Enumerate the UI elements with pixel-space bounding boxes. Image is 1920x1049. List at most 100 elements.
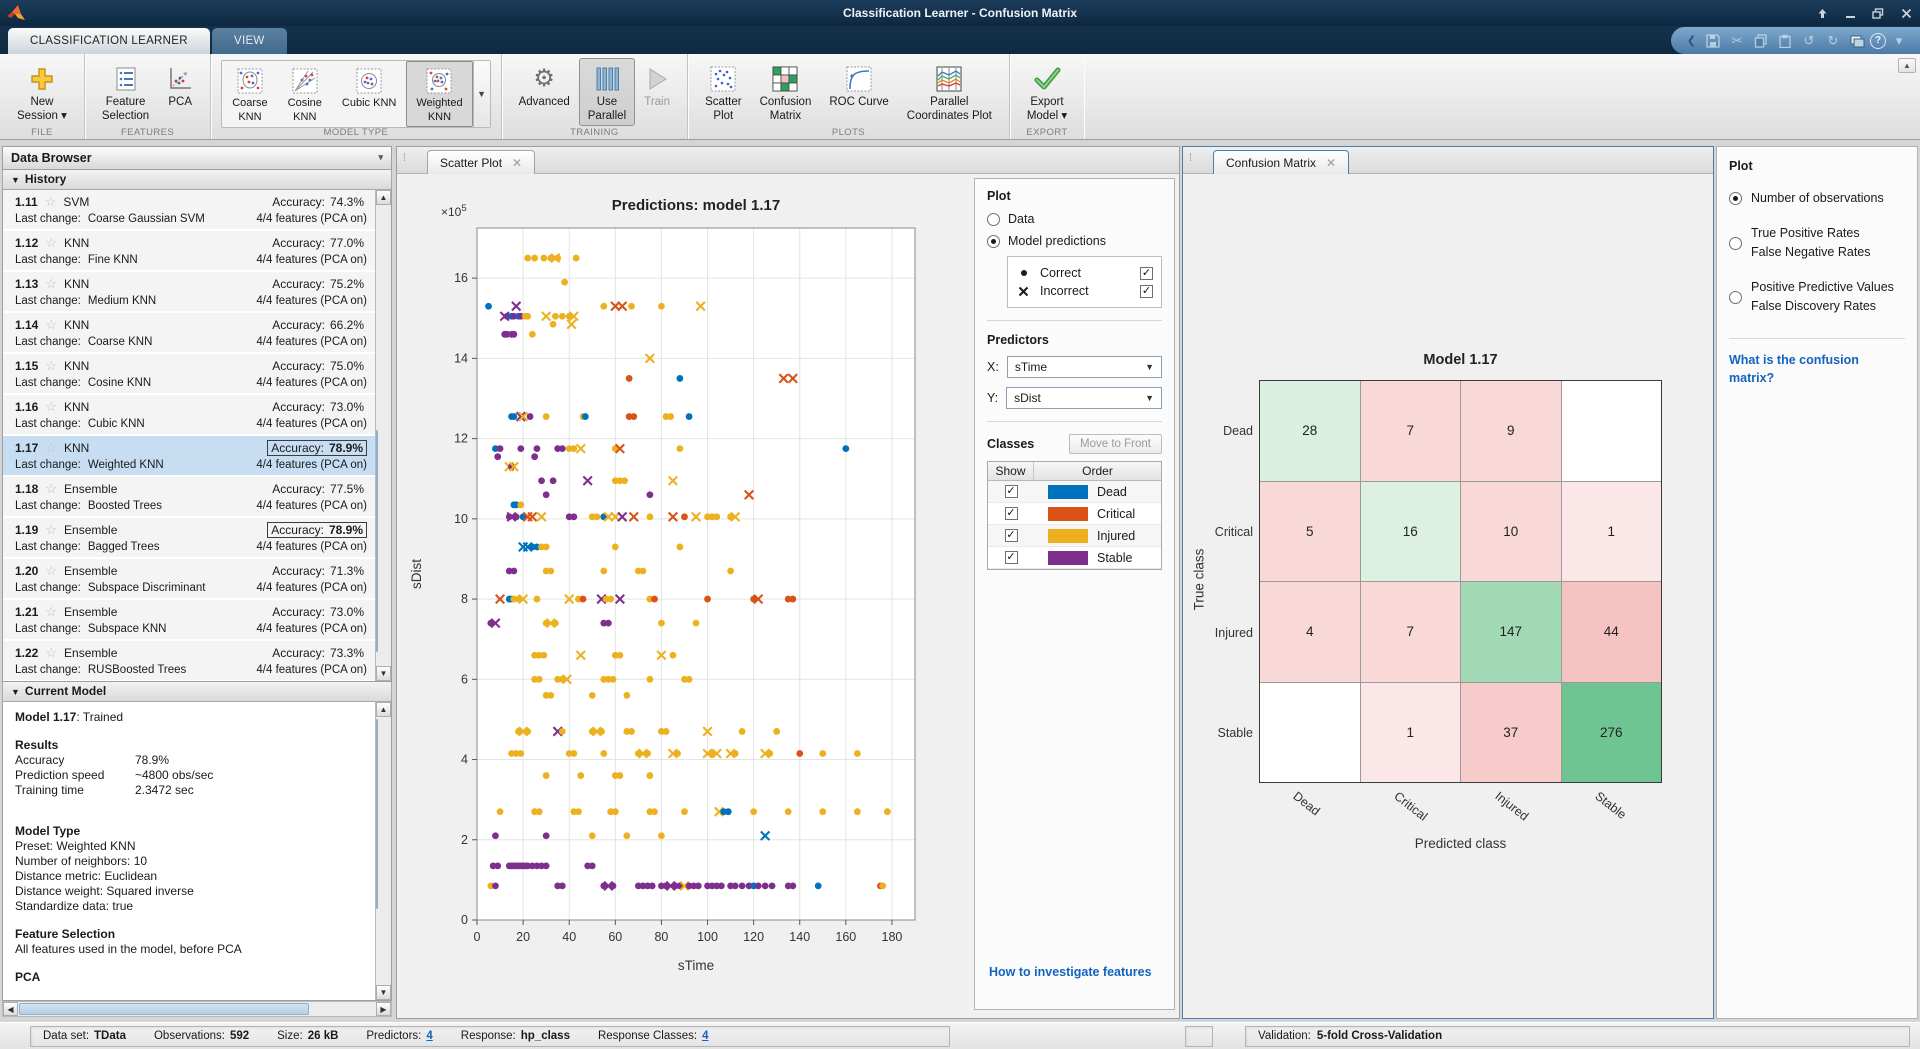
radio-icon[interactable]	[1729, 236, 1742, 250]
favorite-star-icon[interactable]: ☆	[45, 604, 58, 619]
current-model-hscrollbar[interactable]: ◀ ▶	[2, 1001, 392, 1017]
class-row-stable[interactable]: ✓ Stable	[988, 547, 1161, 569]
window-minimize-button[interactable]	[1840, 4, 1860, 22]
radio-icon[interactable]	[1729, 290, 1742, 304]
history-scroll-thumb[interactable]	[376, 430, 378, 652]
history-item-1.17[interactable]: 1.17 ☆ KNN Accuracy: 78.9% Last change: Weight…	[3, 436, 375, 477]
history-item-1.18[interactable]: 1.18 ☆ Ensemble Accuracy: 77.5% Last change: B…	[3, 477, 375, 518]
copy-icon[interactable]	[1750, 30, 1772, 52]
radio-model-predictions[interactable]: Model predictions	[987, 234, 1162, 248]
radio-icon[interactable]	[987, 212, 1000, 226]
class-row-dead[interactable]: ✓ Dead	[988, 481, 1161, 503]
save-icon[interactable]	[1702, 30, 1724, 52]
scroll-right-icon[interactable]: ▶	[376, 1002, 391, 1016]
history-item-1.19[interactable]: 1.19 ☆ Ensemble Accuracy: 78.9% Last change: B…	[3, 518, 375, 559]
history-item-1.11[interactable]: 1.11 ☆ SVM Accuracy: 74.3% Last change: Coarse…	[3, 190, 375, 231]
history-item-1.15[interactable]: 1.15 ☆ KNN Accuracy: 75.0% Last change: Cosine…	[3, 354, 375, 395]
model-type-gallery-dropdown-icon[interactable]: ▼	[472, 61, 490, 127]
favorite-star-icon[interactable]: ☆	[45, 522, 58, 537]
current-model-scrollbar[interactable]: ▲ ▼	[375, 702, 391, 1000]
tab-confusion-matrix[interactable]: Confusion Matrix ✕	[1213, 150, 1350, 174]
show-class-checkbox[interactable]: ✓	[1004, 551, 1018, 564]
panel-menu-icon[interactable]: ▾	[378, 152, 383, 162]
ribbon-collapse-icon[interactable]: ▲	[1898, 58, 1916, 73]
roc-curve-button[interactable]: ROC Curve	[820, 58, 897, 113]
confusion-matrix-button[interactable]: Confusion Matrix	[751, 58, 821, 126]
y-predictor-select[interactable]: sDist ▼	[1006, 387, 1162, 409]
use-parallel-button[interactable]: Use Parallel	[578, 58, 636, 126]
feature-selection-button[interactable]: Feature Selection	[93, 58, 158, 126]
coarse-knn-button[interactable]: Coarse KNN	[222, 61, 277, 127]
show-class-checkbox[interactable]: ✓	[1004, 485, 1018, 498]
how-to-investigate-features-link[interactable]: How to investigate features	[989, 965, 1152, 979]
export-model-button[interactable]: Export Model ▾	[1018, 58, 1076, 126]
layout-windows-icon[interactable]	[1846, 30, 1868, 52]
history-item-1.12[interactable]: 1.12 ☆ KNN Accuracy: 77.0% Last change: Fine K…	[3, 231, 375, 272]
correct-checkbox[interactable]: ✓	[1140, 266, 1153, 280]
move-to-front-button[interactable]: Move to Front	[1069, 434, 1162, 454]
radio-icon[interactable]	[987, 234, 1000, 248]
cubic-knn-button[interactable]: Cubic KNN	[332, 61, 406, 127]
history-item-1.14[interactable]: 1.14 ☆ KNN Accuracy: 66.2% Last change: Coarse…	[3, 313, 375, 354]
scroll-up-icon[interactable]: ▲	[376, 702, 391, 717]
tab-grip-icon[interactable]: ⁞	[1189, 152, 1192, 164]
favorite-star-icon[interactable]: ☆	[45, 440, 58, 455]
new-session-button[interactable]: New Session ▾	[8, 58, 76, 126]
tab-grip-icon[interactable]: ⁞	[403, 152, 406, 164]
favorite-star-icon[interactable]: ☆	[45, 317, 58, 332]
scatter-plot-button[interactable]: Scatter Plot	[696, 58, 750, 126]
favorite-star-icon[interactable]: ☆	[45, 358, 58, 373]
hscroll-thumb[interactable]	[19, 1003, 309, 1015]
radio-data[interactable]: Data	[987, 212, 1162, 226]
scroll-down-icon[interactable]: ▼	[376, 985, 391, 1000]
tab-scatter-plot[interactable]: Scatter Plot ✕	[427, 150, 536, 174]
tab-classification-learner[interactable]: CLASSIFICATION LEARNER	[8, 28, 210, 54]
current-model-scroll-thumb[interactable]	[376, 719, 378, 909]
window-close-button[interactable]	[1896, 4, 1916, 22]
cm-option-2[interactable]: Positive Predictive Values False Discover…	[1729, 278, 1905, 316]
x-predictor-select[interactable]: sTime ▼	[1006, 356, 1162, 378]
scroll-left-icon[interactable]: ◀	[3, 1002, 18, 1016]
cosine-knn-button[interactable]: Cosine KNN	[278, 61, 332, 127]
history-item-1.22[interactable]: 1.22 ☆ Ensemble Accuracy: 73.3% Last change: R…	[3, 641, 375, 681]
favorite-star-icon[interactable]: ☆	[45, 481, 58, 496]
paste-icon[interactable]	[1774, 30, 1796, 52]
advanced-button[interactable]: ⚙ Advanced	[510, 58, 579, 113]
close-icon[interactable]: ✕	[512, 155, 523, 170]
class-row-injured[interactable]: ✓ Injured	[988, 525, 1161, 547]
quick-access-dropdown-icon[interactable]: ▾	[1895, 32, 1903, 48]
pca-button[interactable]: PCA	[158, 58, 202, 113]
history-scrollbar[interactable]: ▲ ▼	[375, 190, 391, 681]
scroll-down-icon[interactable]: ▼	[376, 666, 391, 681]
history-section-header[interactable]: ▼ History	[2, 170, 392, 190]
redo-icon[interactable]: ↻	[1827, 32, 1839, 48]
favorite-star-icon[interactable]: ☆	[45, 399, 58, 414]
status-link[interactable]: 4	[702, 1030, 709, 1042]
close-icon[interactable]: ✕	[1326, 155, 1337, 170]
favorite-star-icon[interactable]: ☆	[45, 276, 58, 291]
window-up-button[interactable]	[1812, 4, 1832, 22]
history-item-1.20[interactable]: 1.20 ☆ Ensemble Accuracy: 71.3% Last change: S…	[3, 559, 375, 600]
history-item-1.13[interactable]: 1.13 ☆ KNN Accuracy: 75.2% Last change: Medium…	[3, 272, 375, 313]
undo-icon[interactable]: ↺	[1803, 32, 1815, 48]
cm-option-0[interactable]: Number of observations	[1729, 189, 1905, 208]
show-class-checkbox[interactable]: ✓	[1004, 529, 1018, 542]
weighted-knn-button[interactable]: Weighted KNN	[406, 61, 473, 127]
favorite-star-icon[interactable]: ☆	[45, 563, 58, 578]
current-model-section-header[interactable]: ▼ Current Model	[2, 682, 392, 702]
what-is-confusion-matrix-link[interactable]: What is the confusion matrix?	[1729, 353, 1859, 385]
incorrect-checkbox[interactable]: ✓	[1140, 284, 1153, 298]
favorite-star-icon[interactable]: ☆	[45, 235, 58, 250]
cm-option-1[interactable]: True Positive Rates False Negative Rates	[1729, 224, 1905, 262]
radio-icon[interactable]	[1729, 192, 1742, 205]
scroll-up-icon[interactable]: ▲	[376, 190, 391, 205]
help-icon[interactable]: ?	[1870, 32, 1886, 49]
favorite-star-icon[interactable]: ☆	[44, 194, 57, 209]
window-restore-button[interactable]	[1868, 4, 1888, 22]
class-row-critical[interactable]: ✓ Critical	[988, 503, 1161, 525]
status-link[interactable]: 4	[426, 1030, 433, 1042]
history-item-1.16[interactable]: 1.16 ☆ KNN Accuracy: 73.0% Last change: Cubic …	[3, 395, 375, 436]
cut-icon[interactable]: ✂	[1731, 32, 1743, 48]
favorite-star-icon[interactable]: ☆	[45, 645, 58, 660]
show-class-checkbox[interactable]: ✓	[1004, 507, 1018, 520]
